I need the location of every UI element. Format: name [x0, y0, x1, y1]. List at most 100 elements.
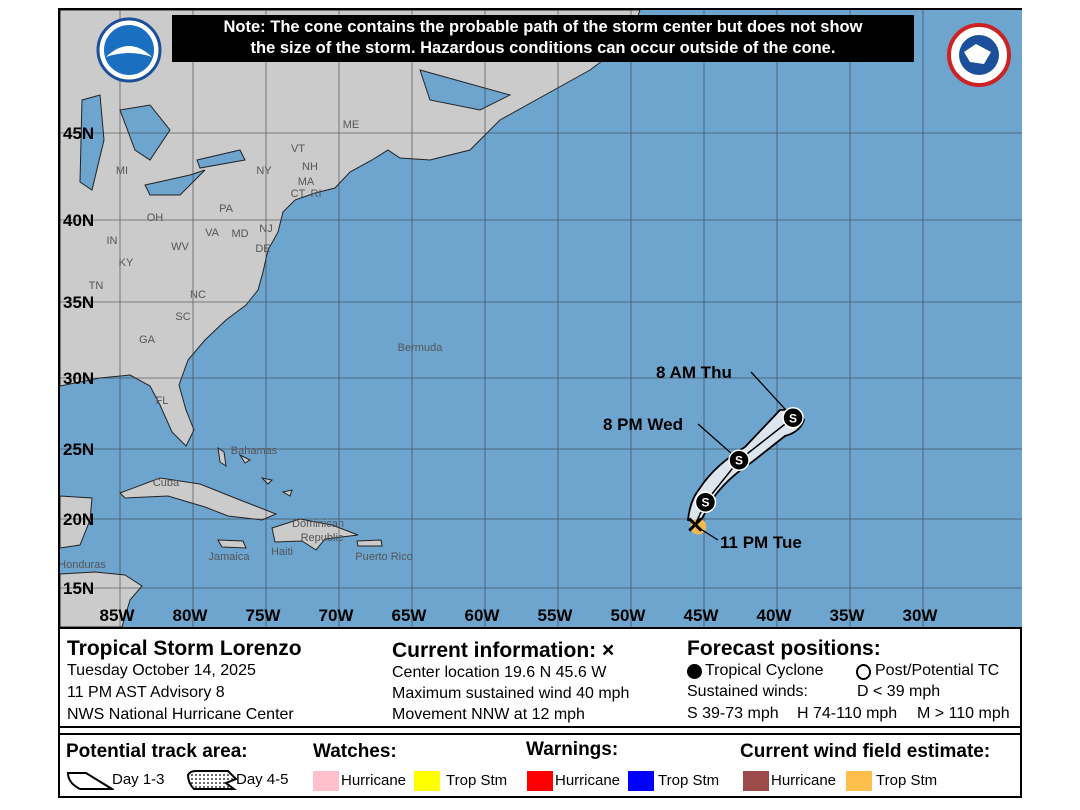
place-label: Jamaica — [209, 551, 251, 563]
central-america — [60, 571, 143, 627]
forecast-track: 11 PM Tue S 8 PM Wed S 8 AM Thu S — [603, 363, 805, 552]
trop-stm-warning-label: Trop Stm — [658, 772, 720, 789]
lon-label: 60W — [465, 606, 501, 625]
place-label: MI — [116, 165, 128, 177]
forecast-time-label: 8 PM Wed — [603, 415, 683, 434]
max-wind: Maximum sustained wind 40 mph — [392, 685, 630, 702]
note-line-1: Note: The cone contains the probable pat… — [223, 18, 863, 36]
place-label: SC — [175, 311, 190, 323]
place-label: NC — [190, 289, 206, 301]
hurricane-warning-swatch — [527, 771, 553, 791]
place-label: GA — [139, 334, 156, 346]
place-label: DE — [255, 243, 270, 255]
lat-label: 45N — [63, 124, 94, 143]
lon-label: 65W — [392, 606, 428, 625]
storm-category-label: S — [735, 454, 743, 468]
place-label: Honduras — [60, 559, 106, 571]
lat-label: 30N — [63, 369, 94, 388]
place-label: FL — [156, 395, 169, 407]
hispaniola — [271, 518, 359, 551]
movement: Movement NNW at 12 mph — [392, 706, 585, 723]
lon-label: 75W — [246, 606, 282, 625]
cone-disclaimer-note: Note: The cone contains the probable pat… — [172, 15, 914, 62]
current-time-label: 11 PM Tue — [720, 533, 802, 552]
hurricane-watch-label: Hurricane — [341, 772, 407, 789]
place-label: Cuba — [153, 477, 180, 489]
tropical-storm-marker-icon — [728, 449, 750, 471]
place-label: Haiti — [271, 546, 293, 558]
yucatan — [60, 495, 93, 549]
place-label: TN — [89, 280, 104, 292]
tc-label: Tropical Cyclone — [705, 662, 824, 679]
forecast-time-label: 8 AM Thu — [656, 363, 732, 382]
day45-label: Day 4-5 — [236, 771, 289, 788]
place-label: RI — [311, 188, 322, 200]
current-info-title: Current information: × — [392, 639, 615, 662]
lon-label: 50W — [611, 606, 647, 625]
lat-label: 40N — [63, 211, 94, 230]
advisory-number: 11 PM AST Advisory 8 — [67, 684, 225, 701]
nws-logo — [947, 23, 1011, 87]
watches-title: Watches: — [313, 741, 397, 762]
note-line-2: the size of the storm. Hazardous conditi… — [250, 39, 836, 57]
lon-label: 45W — [684, 606, 720, 625]
day45-cone-icon — [186, 770, 238, 790]
place-label: CT — [291, 188, 306, 200]
d-category: D < 39 mph — [857, 683, 941, 700]
track-area-title: Potential track area: — [66, 741, 248, 762]
post-tc-label: Post/Potential TC — [875, 662, 1000, 679]
trop-stm-wind-label: Trop Stm — [876, 772, 938, 789]
storm-name: Tropical Storm Lorenzo — [67, 637, 302, 660]
land — [60, 10, 641, 627]
north-america-land — [60, 10, 641, 447]
forecast-positions-title: Forecast positions: — [687, 637, 881, 660]
great-lakes — [79, 69, 512, 196]
post-tc-circle-icon — [856, 664, 871, 680]
place-label: Republic — [301, 532, 344, 544]
warnings-title: Warnings: — [526, 739, 619, 760]
lon-label: 55W — [538, 606, 574, 625]
lat-label: 25N — [63, 440, 94, 459]
tropical-cyclone-dot-icon — [687, 664, 702, 679]
sustained-winds-label: Sustained winds: — [687, 683, 808, 700]
trop-stm-watch-label: Trop Stm — [446, 772, 508, 789]
map: ME VT NH NY MA CT RI MI PA NJ OH MD DE IN WV VA KY TN NC SC… — [60, 10, 1022, 627]
place-label: ME — [343, 119, 360, 131]
tropical-storm-marker-icon — [694, 491, 717, 513]
hurricane-wind-swatch — [743, 771, 769, 791]
label-leader — [697, 526, 719, 541]
trop-stm-wind-swatch — [846, 771, 872, 791]
place-label: VT — [291, 143, 305, 155]
lat-label: 15N — [63, 579, 94, 598]
lat-label: 35N — [63, 293, 94, 312]
place-label: IN — [107, 235, 118, 247]
s-category: S 39-73 mph — [687, 705, 779, 722]
tropical-storm-marker-icon — [782, 407, 804, 429]
h-category: H 74-110 mph — [797, 705, 898, 722]
place-label: MA — [298, 176, 315, 188]
trop-stm-watch-swatch — [414, 771, 440, 791]
lat-lon-grid — [60, 10, 1022, 627]
storm-category-label: S — [701, 496, 709, 510]
place-label: NJ — [259, 223, 272, 235]
issuing-center: NWS National Hurricane Center — [67, 706, 294, 723]
place-label: Bahamas — [231, 445, 278, 457]
place-label: Bermuda — [398, 342, 444, 354]
legend-panel: Potential track area: Day 1-3 Day 4-5 Wa… — [60, 733, 1022, 798]
day13-cone-icon — [66, 772, 114, 790]
lon-label: 40W — [757, 606, 793, 625]
lon-label: 30W — [903, 606, 939, 625]
lon-label: 70W — [319, 606, 355, 625]
place-label: VA — [205, 227, 220, 239]
jamaica — [217, 539, 247, 549]
lat-label: 20N — [63, 510, 94, 529]
hurricane-warning-label: Hurricane — [555, 772, 621, 789]
lon-label: 80W — [173, 606, 209, 625]
axis-labels: 85W 80W 75W 70W 65W 60W 55W 50W 45W 40W 35W 30W 45N 4… — [63, 124, 938, 625]
m-category: M > 110 mph — [917, 705, 1010, 722]
cuba — [119, 477, 278, 521]
center-location: Center location 19.6 N 45.6 W — [392, 664, 607, 681]
noaa-logo — [96, 17, 162, 83]
